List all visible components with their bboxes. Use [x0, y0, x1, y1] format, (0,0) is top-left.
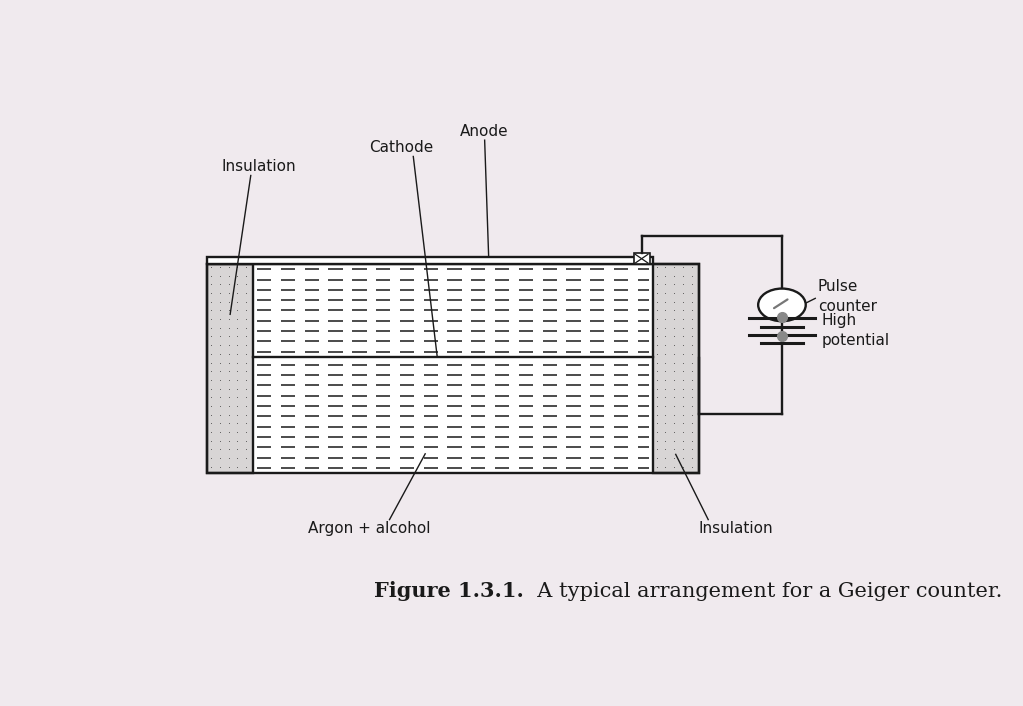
- Text: Figure 1.3.1.: Figure 1.3.1.: [374, 581, 525, 602]
- Text: A typical arrangement for a Geiger counter.: A typical arrangement for a Geiger count…: [525, 582, 1003, 601]
- Bar: [207, 264, 253, 474]
- Text: Anode: Anode: [460, 124, 509, 139]
- Text: Cathode: Cathode: [369, 140, 434, 155]
- Text: Insulation: Insulation: [699, 521, 773, 536]
- Bar: [207, 264, 699, 474]
- Bar: [207, 256, 653, 264]
- Text: High
potential: High potential: [821, 313, 890, 348]
- Bar: [207, 264, 699, 474]
- Bar: [633, 253, 650, 264]
- Text: Argon + alcohol: Argon + alcohol: [309, 521, 431, 536]
- Text: Pulse
counter: Pulse counter: [817, 280, 877, 314]
- Bar: [653, 264, 699, 474]
- Text: Insulation: Insulation: [221, 160, 296, 174]
- Circle shape: [758, 289, 806, 321]
